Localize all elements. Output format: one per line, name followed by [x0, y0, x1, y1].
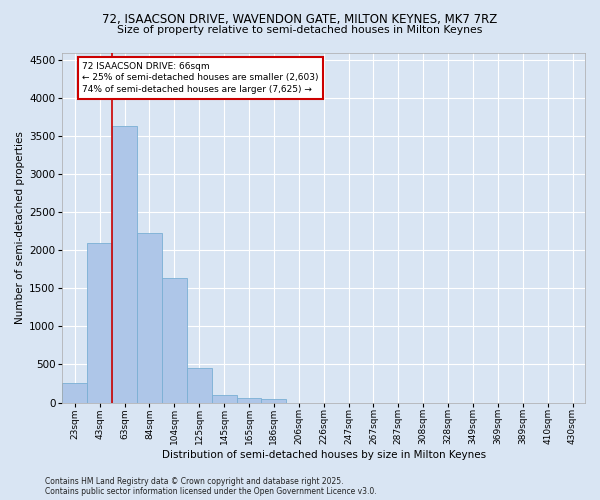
Text: Contains HM Land Registry data © Crown copyright and database right 2025.
Contai: Contains HM Land Registry data © Crown c…: [45, 476, 377, 496]
X-axis label: Distribution of semi-detached houses by size in Milton Keynes: Distribution of semi-detached houses by …: [161, 450, 486, 460]
Bar: [137, 233, 162, 402]
Bar: [112, 126, 137, 402]
Bar: [236, 398, 262, 402]
Bar: [62, 382, 87, 402]
Text: 72 ISAACSON DRIVE: 66sqm
← 25% of semi-detached houses are smaller (2,603)
74% o: 72 ISAACSON DRIVE: 66sqm ← 25% of semi-d…: [82, 62, 319, 94]
Bar: [262, 398, 286, 402]
Y-axis label: Number of semi-detached properties: Number of semi-detached properties: [15, 131, 25, 324]
Bar: [162, 278, 187, 402]
Bar: [212, 394, 236, 402]
Text: 72, ISAACSON DRIVE, WAVENDON GATE, MILTON KEYNES, MK7 7RZ: 72, ISAACSON DRIVE, WAVENDON GATE, MILTO…: [103, 12, 497, 26]
Bar: [187, 368, 212, 402]
Text: Size of property relative to semi-detached houses in Milton Keynes: Size of property relative to semi-detach…: [118, 25, 482, 35]
Bar: [87, 242, 112, 402]
